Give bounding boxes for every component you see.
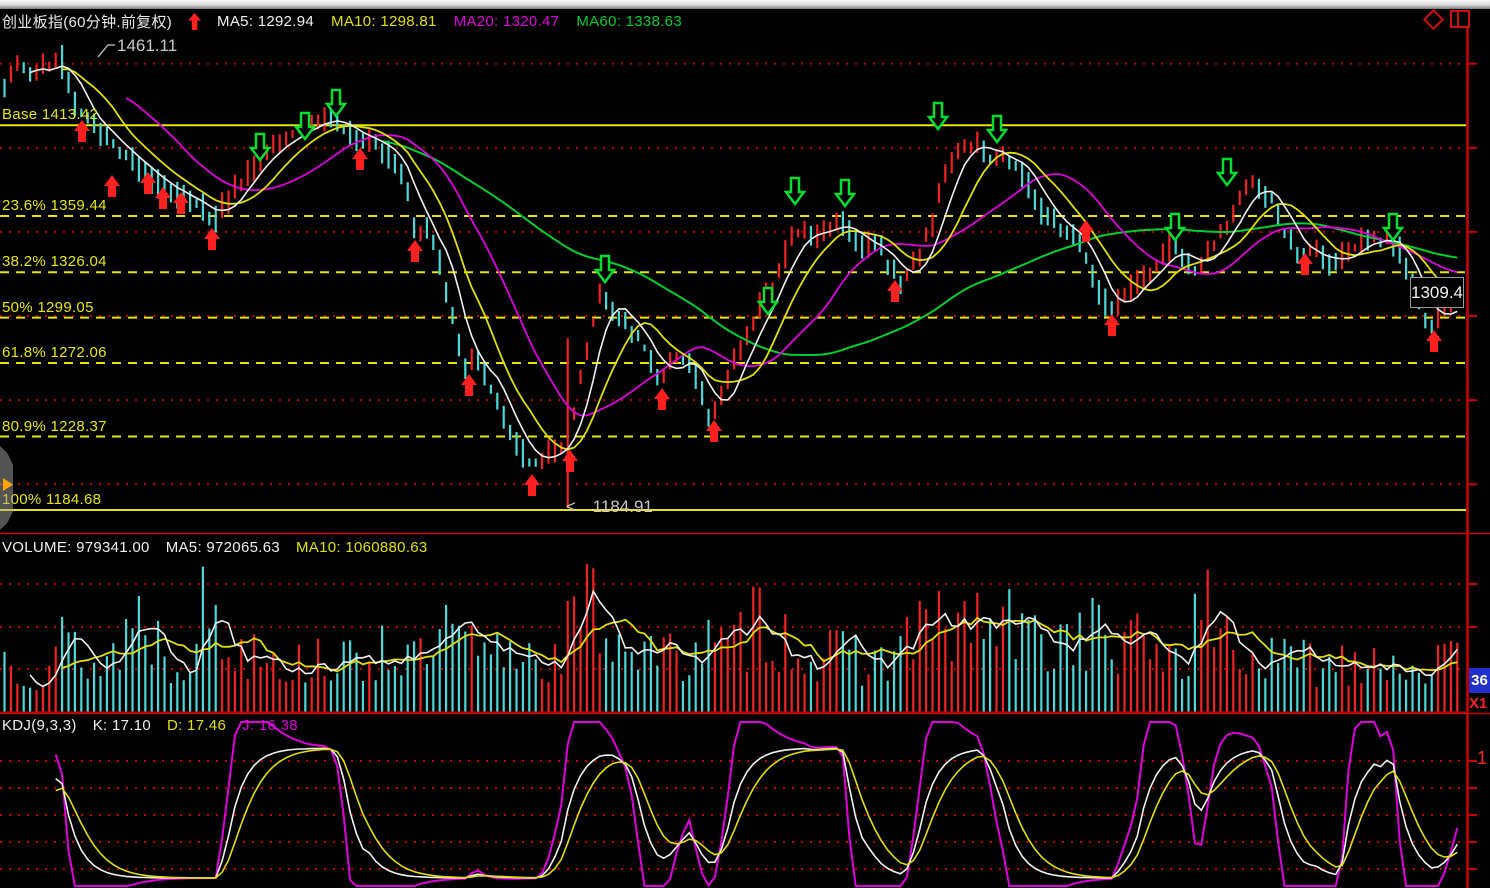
fib-lines <box>0 124 1466 512</box>
fib-level-label: 61.8% 1272.06 <box>2 344 107 362</box>
buy-arrow-icons <box>74 120 1442 496</box>
axis-ticks <box>1468 62 1477 870</box>
candlesticks <box>3 45 1459 508</box>
fib-level-label: 50% 1299.05 <box>2 298 94 316</box>
low-value: 1184.91 <box>592 497 653 516</box>
fib-level-label: 80.9% 1228.37 <box>2 417 107 435</box>
main-pane-header: 创业板指(60分钟.前复权) MA5: 1292.94 MA10: 1298.81… <box>2 11 682 32</box>
window-layout-icon[interactable] <box>1450 10 1470 28</box>
indicator-label: MA5: 972065.63 <box>165 539 280 556</box>
kdj-pane-header: KDJ(9,3,3) K: 17.10 D: 17.46 J: 16.38 <box>2 717 298 734</box>
fib-level-label: 100% 1184.68 <box>2 491 102 509</box>
indicator-label: MA10: 1060880.63 <box>296 539 428 556</box>
last-price-tag: 1309.4 <box>1410 277 1464 308</box>
low-marker: < <box>566 497 576 516</box>
fib-level-label: Base 1413.42 <box>2 106 99 124</box>
window-divider <box>1457 12 1459 26</box>
fib-level-label: 23.6% 1359.44 <box>2 197 107 215</box>
indicator-label: K: 17.10 <box>92 717 151 734</box>
price-gridlines <box>0 62 1466 486</box>
high-marker <box>97 44 115 58</box>
fib-level-label: 38.2% 1326.04 <box>2 253 107 271</box>
indicator-label: KDJ(9,3,3) <box>2 717 77 734</box>
high-price-annotation: 1461.11 <box>117 36 178 55</box>
symbol-title: 创业板指(60分钟.前复权) <box>2 14 173 31</box>
sell-arrow-icons <box>248 88 1405 317</box>
kdj-lines <box>54 721 1459 888</box>
indicator-label: VOLUME: 979341.00 <box>2 539 150 556</box>
ma-labels: MA5: 1292.94 MA10: 1298.81 MA20: 1320.47 MA… <box>217 13 682 30</box>
indicator-label: MA60: 1338.63 <box>576 13 682 30</box>
volume-gridlines <box>0 583 1466 670</box>
horizontal-scrollbar[interactable] <box>0 0 1490 9</box>
volume-x1-label: X1 <box>1469 695 1488 712</box>
low-price-annotation: < 1184.91 <box>566 497 653 517</box>
indicator-label: MA10: 1298.81 <box>331 13 437 30</box>
indicator-label: J: 16.38 <box>242 717 298 734</box>
indicator-label: MA5: 1292.94 <box>217 13 315 30</box>
up-arrow-icon <box>188 13 202 30</box>
volume-ma-lines <box>29 589 1458 688</box>
volume-bars <box>3 564 1459 712</box>
ma-lines <box>29 65 1458 459</box>
pane-dividers <box>0 532 1490 715</box>
indicator-label: D: 17.46 <box>166 717 227 734</box>
indicator-label: MA20: 1320.47 <box>453 13 560 30</box>
volume-pane-header: VOLUME: 979341.00 MA5: 972065.63 MA10: 106… <box>2 539 428 556</box>
kdj-axis-label: 1 <box>1477 748 1488 768</box>
volume-count-badge: 36 <box>1469 668 1490 693</box>
expand-arrow-icon[interactable] <box>3 478 13 491</box>
